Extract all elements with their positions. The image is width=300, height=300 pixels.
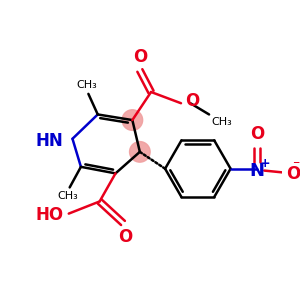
Text: O: O (286, 165, 300, 183)
Text: CH₃: CH₃ (76, 80, 97, 90)
Text: HO: HO (36, 206, 64, 224)
Text: O: O (250, 125, 264, 143)
Circle shape (122, 110, 142, 130)
Text: HN: HN (35, 132, 63, 150)
Circle shape (130, 142, 150, 162)
Text: O: O (133, 48, 147, 66)
Text: CH₃: CH₃ (212, 117, 232, 127)
Text: O: O (118, 228, 132, 246)
Text: N: N (249, 162, 264, 180)
Text: +: + (260, 157, 271, 169)
Text: O: O (185, 92, 199, 110)
Text: ⁻: ⁻ (292, 158, 300, 172)
Text: CH₃: CH₃ (57, 191, 78, 201)
